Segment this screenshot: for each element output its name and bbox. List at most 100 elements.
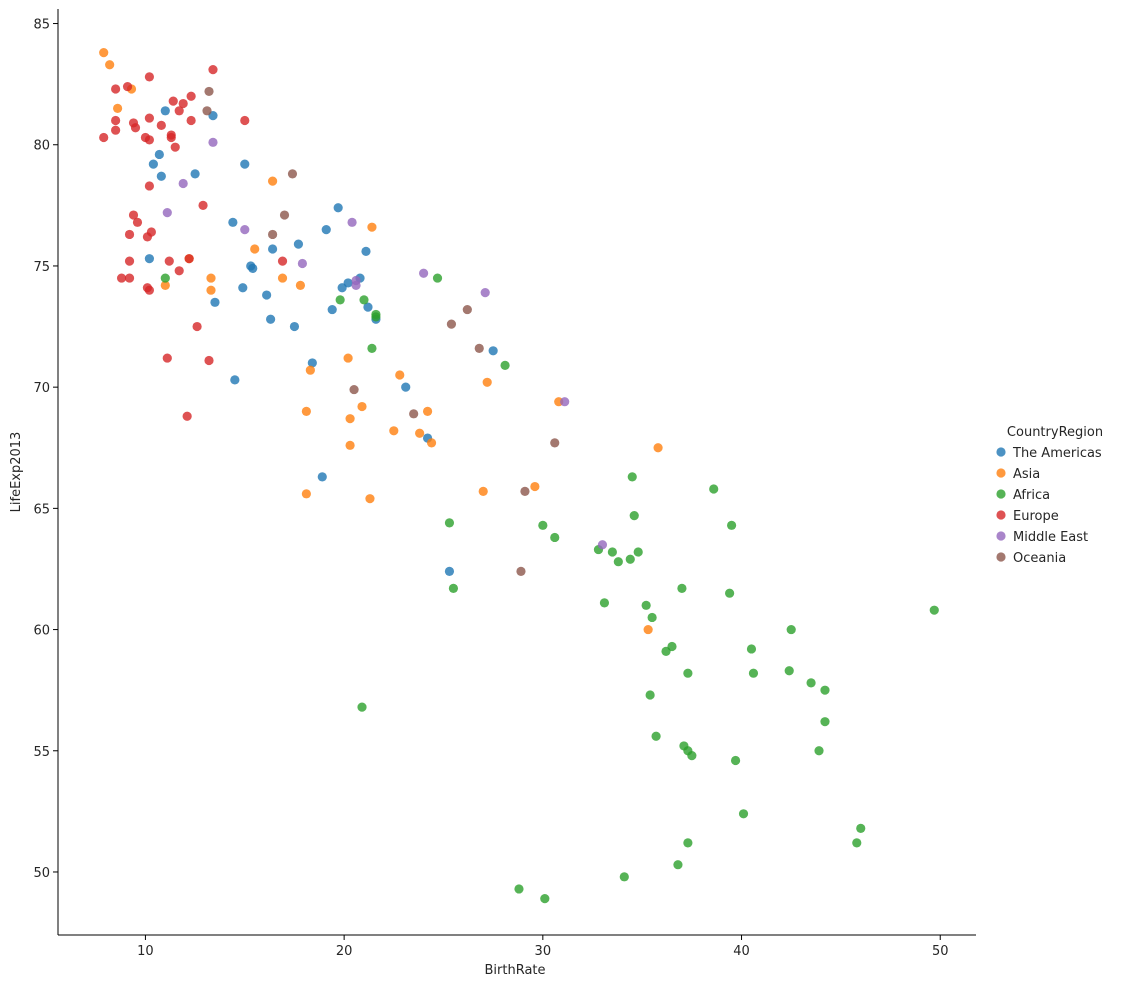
data-point (144, 181, 155, 191)
data-point (806, 678, 816, 688)
data-point (538, 520, 548, 530)
data-point (645, 690, 655, 700)
data-point (725, 588, 735, 598)
data-point (540, 894, 550, 904)
y-tick-label: 50 (33, 866, 50, 881)
series-2 (160, 273, 939, 904)
data-point (266, 314, 276, 324)
legend-item: Middle East (996, 530, 1088, 545)
legend-marker (996, 447, 1006, 457)
data-point (99, 132, 109, 143)
y-tick-label: 55 (33, 745, 50, 760)
x-axis-label: BirthRate (484, 963, 545, 978)
data-point (305, 365, 315, 375)
x-tick-label: 10 (137, 944, 154, 959)
data-point (651, 731, 661, 741)
data-point (359, 295, 369, 305)
data-point (786, 624, 796, 635)
series-3 (99, 65, 288, 421)
series-4 (162, 137, 608, 550)
data-point (474, 343, 484, 353)
data-point (641, 600, 651, 610)
data-point (240, 159, 250, 169)
data-point (267, 176, 278, 186)
data-point (262, 290, 272, 300)
legend-items: The Americas Asia Africa Europe Middle East O… (996, 446, 1102, 566)
data-point (432, 273, 443, 283)
data-point (619, 872, 629, 882)
data-point (327, 304, 337, 315)
data-point (156, 120, 166, 130)
x-tick-label: 30 (535, 944, 552, 959)
data-point (228, 217, 238, 227)
data-point (210, 297, 220, 307)
data-point (240, 224, 250, 235)
legend-label: Oceania (1013, 551, 1066, 566)
x-tick-label: 40 (733, 944, 750, 959)
data-point (613, 557, 623, 567)
data-point (182, 411, 192, 421)
data-point (198, 200, 208, 210)
data-point (709, 484, 719, 494)
data-point (186, 91, 196, 101)
y-axis-label: LifeExp2013 (9, 432, 24, 513)
data-point (162, 353, 172, 363)
data-point (178, 98, 188, 109)
legend-label: The Americas (1012, 446, 1102, 461)
data-point (206, 285, 216, 295)
data-point (738, 809, 749, 819)
y-tick-label: 75 (33, 260, 50, 275)
data-point (111, 125, 121, 135)
legend-marker (996, 531, 1006, 541)
legend-marker (996, 552, 1006, 562)
data-point (208, 137, 218, 147)
y-tick-label: 65 (33, 502, 50, 517)
data-point (500, 360, 510, 370)
data-point (357, 702, 367, 712)
data-point (204, 355, 214, 366)
data-point (929, 605, 939, 615)
data-point (852, 838, 862, 848)
data-point (550, 438, 560, 448)
data-point (317, 472, 327, 482)
data-point (444, 518, 455, 528)
data-point (395, 370, 405, 380)
data-point (446, 319, 457, 329)
data-point (128, 210, 139, 220)
data-point (814, 746, 824, 756)
data-point (307, 358, 317, 368)
data-point (351, 280, 361, 290)
data-point (444, 566, 455, 576)
data-point (730, 755, 741, 766)
data-point (170, 142, 180, 152)
data-point (130, 123, 141, 133)
data-point (113, 103, 123, 113)
legend-item: Oceania (996, 551, 1066, 566)
data-point (144, 113, 155, 123)
data-point (186, 115, 196, 126)
data-point (301, 406, 311, 416)
data-point (560, 397, 570, 407)
data-point (99, 48, 109, 58)
data-point (162, 208, 172, 218)
data-point (462, 304, 472, 315)
data-point (345, 414, 355, 424)
x-tick-label: 20 (336, 944, 353, 959)
data-point (122, 81, 133, 92)
data-point (409, 409, 419, 419)
data-point (202, 106, 212, 116)
data-point (514, 884, 524, 894)
data-point (516, 566, 526, 576)
data-point (174, 106, 184, 116)
data-point (116, 273, 127, 283)
data-point (144, 72, 155, 82)
data-point (345, 440, 355, 450)
data-point (250, 244, 260, 254)
legend-marker (996, 510, 1006, 520)
data-point (625, 554, 635, 564)
data-point (520, 486, 530, 496)
data-point (132, 217, 143, 227)
data-point (629, 511, 639, 521)
data-point (343, 353, 353, 363)
